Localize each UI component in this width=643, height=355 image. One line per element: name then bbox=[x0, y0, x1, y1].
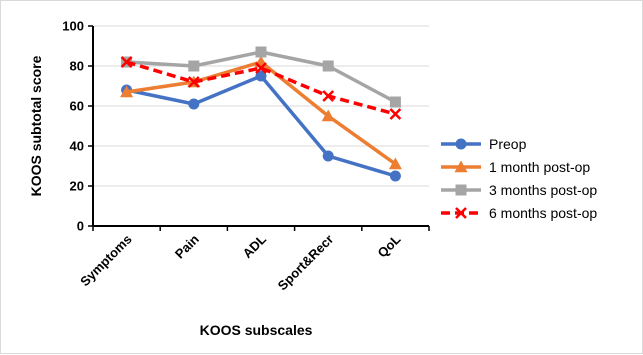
data-point-1-4 bbox=[388, 157, 402, 170]
series-line-0 bbox=[126, 74, 396, 178]
x-axis-title: KOOS subscales bbox=[200, 322, 313, 338]
series-lines bbox=[120, 46, 402, 182]
legend-entry-1: 1 month post-op bbox=[441, 159, 590, 175]
x-tick-labels: Symptoms Pain ADL Sport&Recr QoL bbox=[77, 231, 403, 293]
series-3 bbox=[120, 56, 402, 120]
legend-marker-2 bbox=[455, 184, 467, 196]
legend-label-3: 6 months post-op bbox=[489, 205, 597, 221]
data-point-3-3 bbox=[322, 90, 335, 102]
data-point-3-2 bbox=[255, 62, 267, 74]
data-point-0-1 bbox=[188, 98, 200, 110]
data-point-2-2 bbox=[255, 46, 267, 58]
legend-entry-3: 6 months post-op bbox=[441, 205, 597, 221]
data-point-0-3 bbox=[322, 150, 334, 162]
y-axis-title: KOOS subtotal score bbox=[28, 55, 44, 196]
y-tick-label-20: 20 bbox=[70, 179, 84, 194]
x-tick-label-3: Sport&Recr bbox=[275, 232, 337, 294]
axes bbox=[88, 25, 430, 231]
legend-label-1: 1 month post-op bbox=[489, 159, 590, 175]
legend-marker-1 bbox=[454, 160, 468, 173]
legend-entry-0: Preop bbox=[441, 136, 527, 152]
y-tick-label-60: 60 bbox=[70, 99, 84, 114]
legend-label-2: 3 months post-op bbox=[489, 182, 597, 198]
y-tick-label-0: 0 bbox=[77, 219, 84, 234]
data-point-0-2 bbox=[255, 70, 267, 82]
data-point-1-0 bbox=[120, 85, 134, 98]
data-point-2-1 bbox=[188, 60, 200, 72]
x-tick-label-0: Symptoms bbox=[77, 232, 135, 290]
y-tick-label-40: 40 bbox=[70, 139, 84, 154]
data-point-1-3 bbox=[321, 109, 335, 122]
legend-entry-2: 3 months post-op bbox=[441, 182, 597, 198]
y-tick-label-100: 100 bbox=[62, 19, 84, 34]
legend-marker-0 bbox=[455, 138, 467, 150]
series-line-3 bbox=[126, 60, 396, 116]
data-point-2-3 bbox=[322, 60, 334, 72]
data-point-0-4 bbox=[389, 170, 401, 182]
y-tick-label-80: 80 bbox=[70, 59, 84, 74]
data-point-3-1 bbox=[187, 76, 200, 88]
x-tick-label-2: ADL bbox=[240, 231, 270, 261]
x-tick-label-4: QoL bbox=[375, 231, 404, 260]
data-point-3-4 bbox=[389, 108, 402, 120]
legend: Preop 1 month post-op 3 months post-op 6 mo… bbox=[441, 136, 597, 221]
data-point-3-0 bbox=[120, 56, 133, 68]
y-tick-labels: 0 20 40 60 80 100 bbox=[62, 19, 84, 234]
data-point-2-4 bbox=[389, 96, 401, 108]
x-tick-label-1: Pain bbox=[172, 231, 202, 261]
legend-label-0: Preop bbox=[489, 136, 527, 152]
legend-marker-3 bbox=[455, 207, 467, 219]
